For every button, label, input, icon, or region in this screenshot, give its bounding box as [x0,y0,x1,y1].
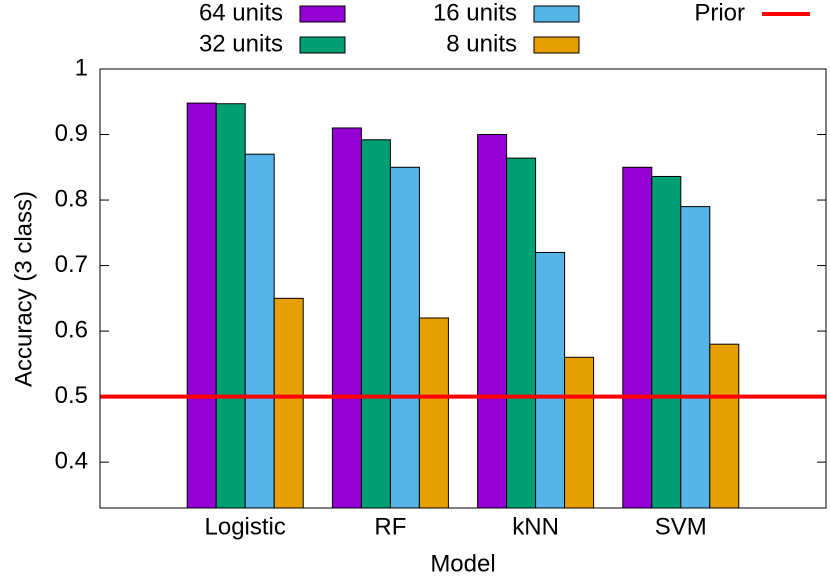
bar [535,251,566,509]
legend-label: 16 units [433,0,517,26]
x-tick-label: SVM [655,513,707,540]
y-tick-label: 0.4 [55,447,88,474]
y-tick-label: 0.6 [55,316,88,343]
plot-border [99,68,827,509]
x-tick-label: kNN [512,513,559,540]
legend-swatch [533,36,580,54]
x-tick-label: RF [374,513,406,540]
y-tick-label: 0.9 [55,120,88,147]
bar [331,127,362,509]
bar [651,175,682,509]
bar [709,343,740,509]
x-tick-label: Logistic [205,513,286,540]
bar [506,157,537,509]
legend-swatch [299,5,346,23]
bar [273,297,304,509]
bar [215,103,246,509]
legend-label: 64 units [199,0,283,26]
y-tick-label: 1 [75,54,88,81]
legend-swatch [299,36,346,54]
bar [564,356,595,509]
bar [477,134,508,509]
bar [418,317,449,509]
x-axis-label: Model [430,550,495,577]
y-tick-label: 0.7 [55,251,88,278]
bar [680,206,711,509]
legend-label: 32 units [199,30,283,57]
legend-swatch [533,5,580,23]
y-axis-label: Accuracy (3 class) [10,191,37,387]
y-tick-label: 0.8 [55,185,88,212]
bar [622,166,653,509]
bar [186,102,217,509]
legend-label: Prior [694,0,745,26]
bar [389,166,420,509]
bar [360,139,391,509]
bar [244,153,275,509]
legend-label: 8 units [446,30,517,57]
y-tick-label: 0.5 [55,382,88,409]
